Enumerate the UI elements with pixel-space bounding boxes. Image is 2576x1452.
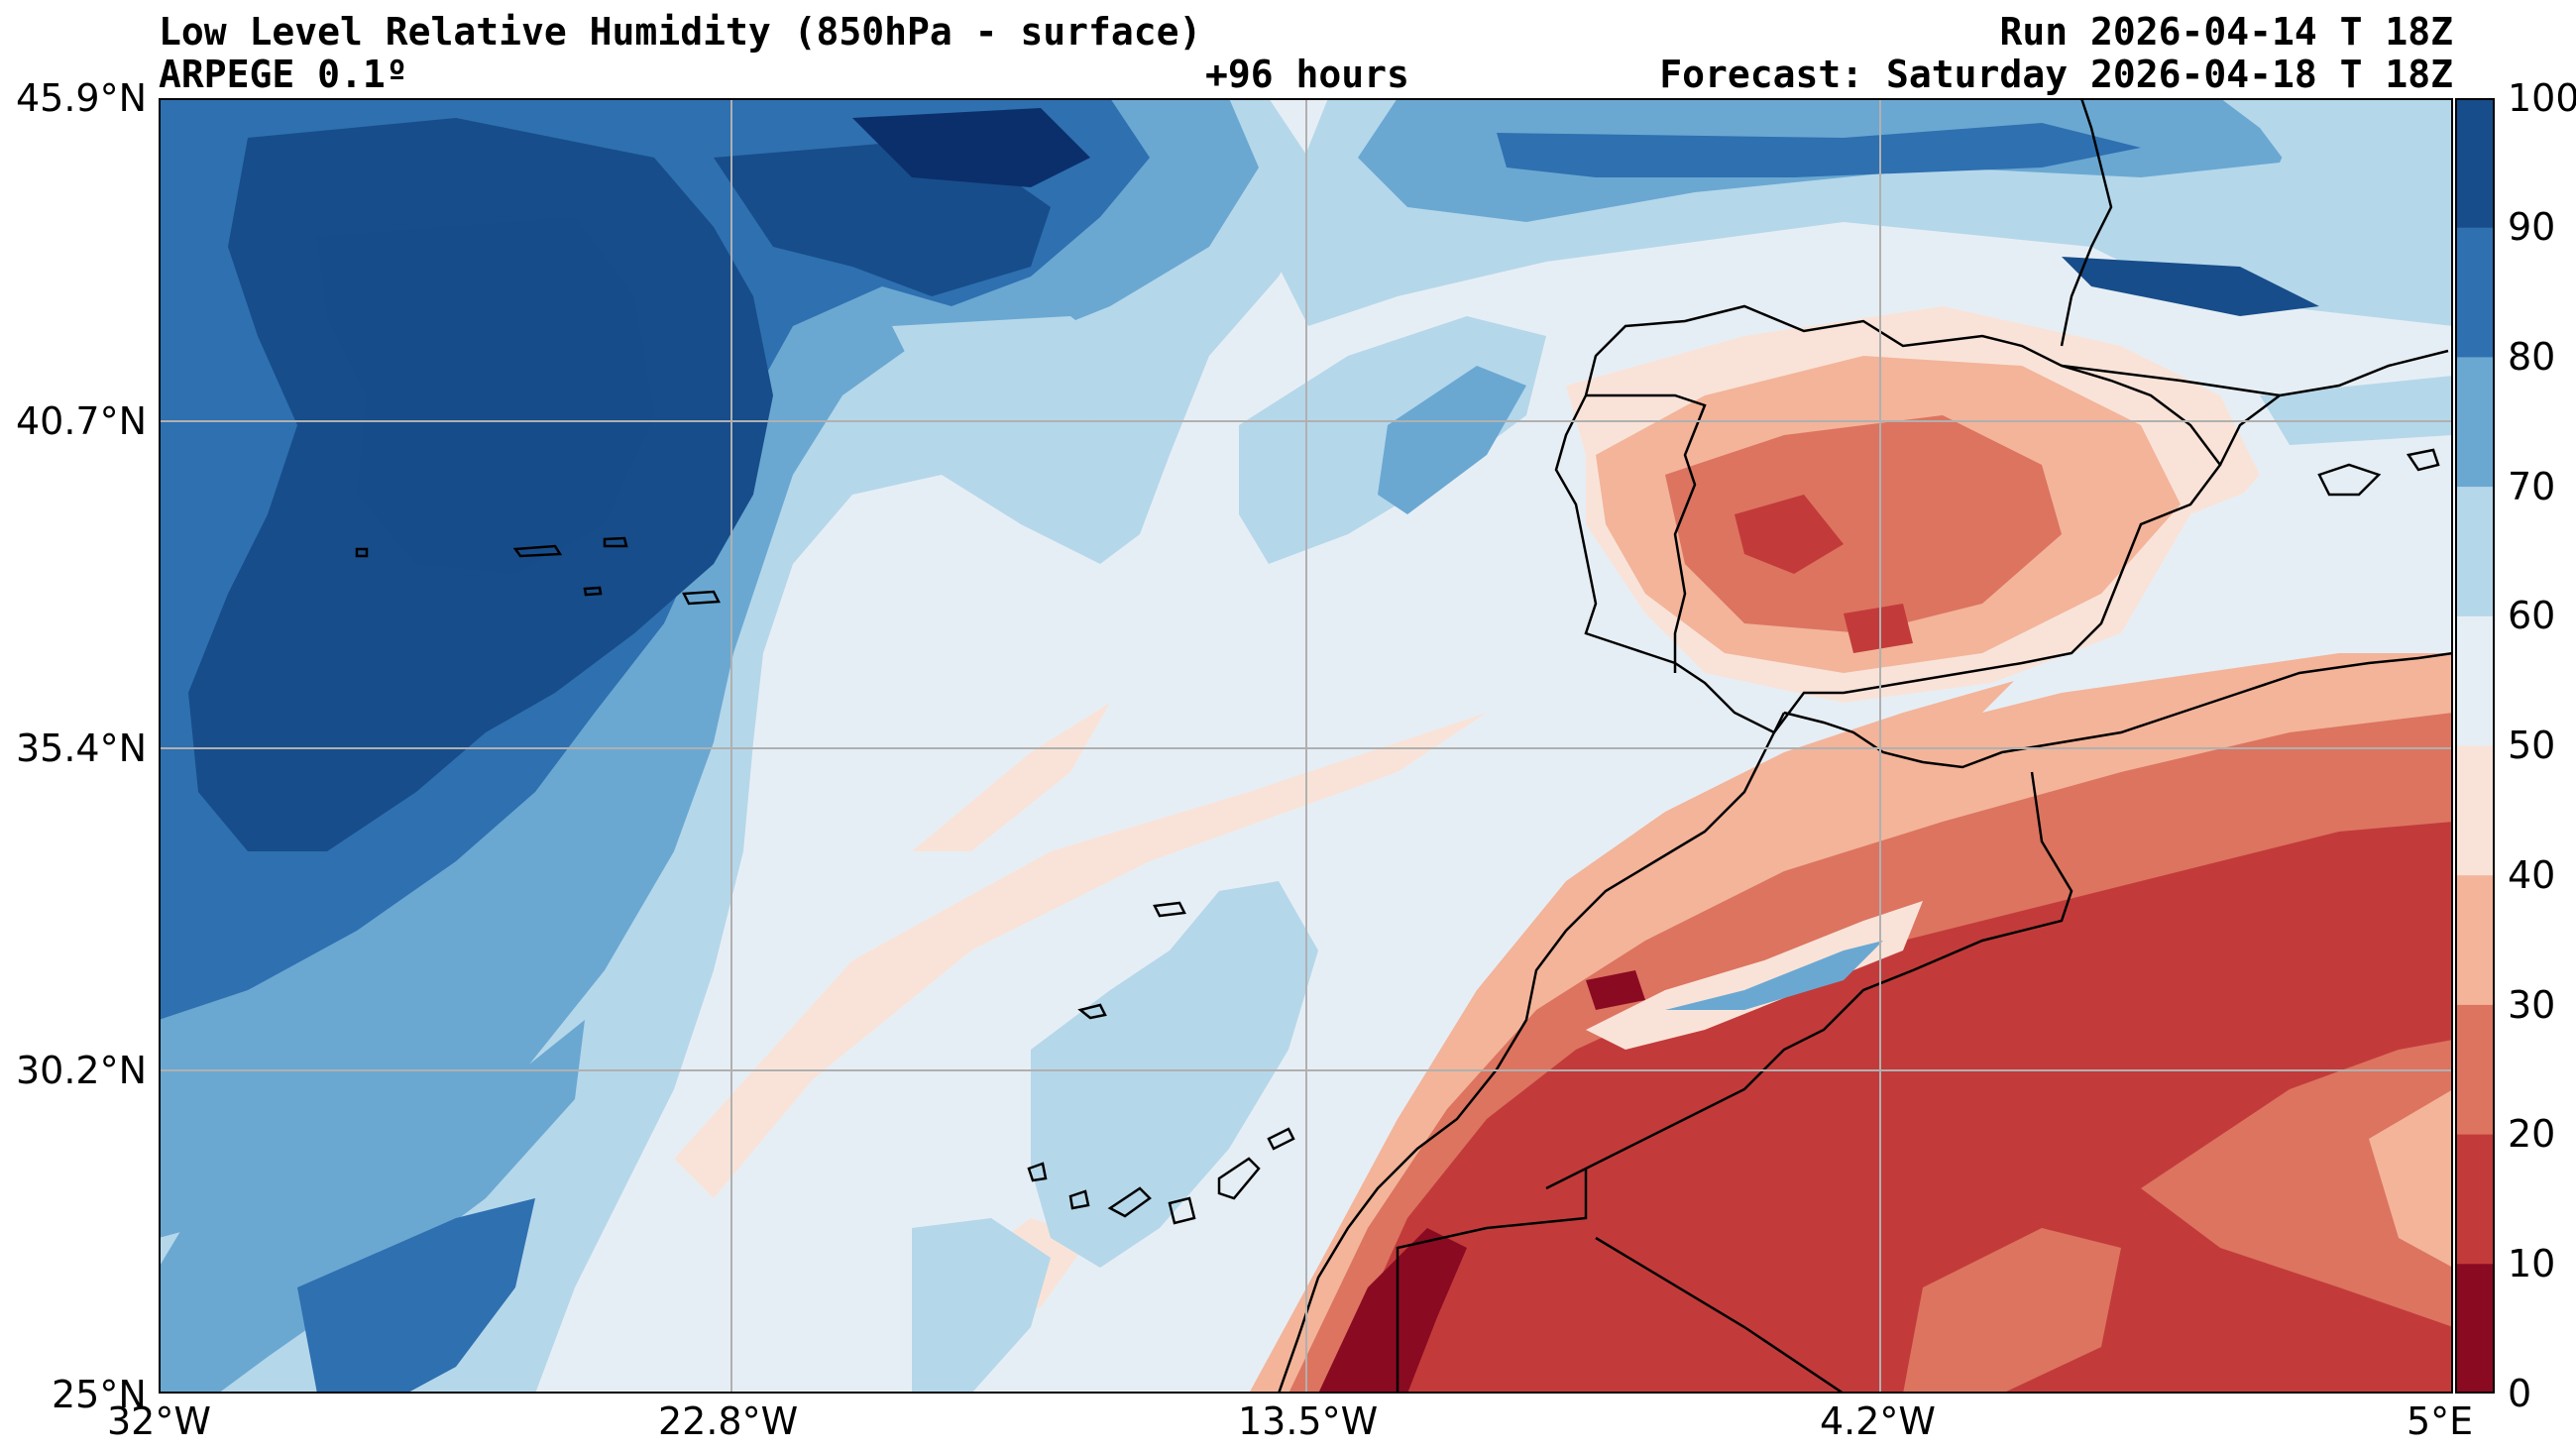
colorbar-band bbox=[2455, 98, 2495, 229]
humidity-field bbox=[159, 98, 2453, 1394]
lat-label-1: 45.9°N bbox=[16, 76, 148, 120]
colorbar-band bbox=[2455, 227, 2495, 358]
colorbar-band bbox=[2455, 1004, 2495, 1136]
colorbar-band bbox=[2455, 1264, 2495, 1394]
lon-label-5: 5°E bbox=[2407, 1399, 2474, 1443]
forecast-lead-time: +96 hours bbox=[1205, 53, 1409, 96]
colorbar-label-90: 90 bbox=[2508, 205, 2556, 249]
gridlines bbox=[159, 98, 2453, 1394]
colorbar-label-70: 70 bbox=[2508, 465, 2556, 508]
colorbar bbox=[2455, 98, 2495, 1394]
colorbar-label-20: 20 bbox=[2508, 1112, 2556, 1156]
run-time: Run 2026-04-14 T 18Z bbox=[1999, 10, 2453, 54]
lat-label-5: 25°N bbox=[52, 1373, 147, 1416]
colorbar-border bbox=[2455, 98, 2495, 1394]
coastlines bbox=[355, 98, 2453, 1394]
colorbar-band bbox=[2455, 357, 2495, 488]
map-title: Low Level Relative Humidity (850hPa - su… bbox=[159, 10, 1202, 54]
forecast-valid-time: Forecast: Saturday 2026-04-18 T 18Z bbox=[1659, 53, 2453, 96]
colorbar-label-60: 60 bbox=[2508, 594, 2556, 637]
lon-label-3: 13.5°W bbox=[1238, 1399, 1379, 1443]
model-label: ARPEGE 0.1º bbox=[159, 53, 408, 96]
colorbar-band bbox=[2455, 1134, 2495, 1265]
colorbar-label-40: 40 bbox=[2508, 853, 2556, 897]
colorbar-label-100: 100 bbox=[2508, 76, 2576, 120]
colorbar-label-80: 80 bbox=[2508, 335, 2556, 379]
lon-label-1: 32°W bbox=[107, 1399, 211, 1443]
colorbar-band bbox=[2455, 875, 2495, 1006]
colorbar-label-50: 50 bbox=[2508, 724, 2556, 767]
colorbar-label-10: 10 bbox=[2508, 1242, 2556, 1285]
colorbar-band bbox=[2455, 615, 2495, 746]
lat-label-2: 40.7°N bbox=[16, 399, 148, 443]
lon-label-2: 22.8°W bbox=[658, 1399, 799, 1443]
lat-label-4: 30.2°N bbox=[16, 1049, 148, 1092]
colorbar-band bbox=[2455, 487, 2495, 617]
lat-label-3: 35.4°N bbox=[16, 726, 148, 770]
lon-label-4: 4.2°W bbox=[1820, 1399, 1937, 1443]
colorbar-label-30: 30 bbox=[2508, 983, 2556, 1027]
colorbar-band bbox=[2455, 745, 2495, 876]
colorbar-label-0: 0 bbox=[2508, 1372, 2532, 1415]
humidity-map bbox=[159, 98, 2453, 1394]
